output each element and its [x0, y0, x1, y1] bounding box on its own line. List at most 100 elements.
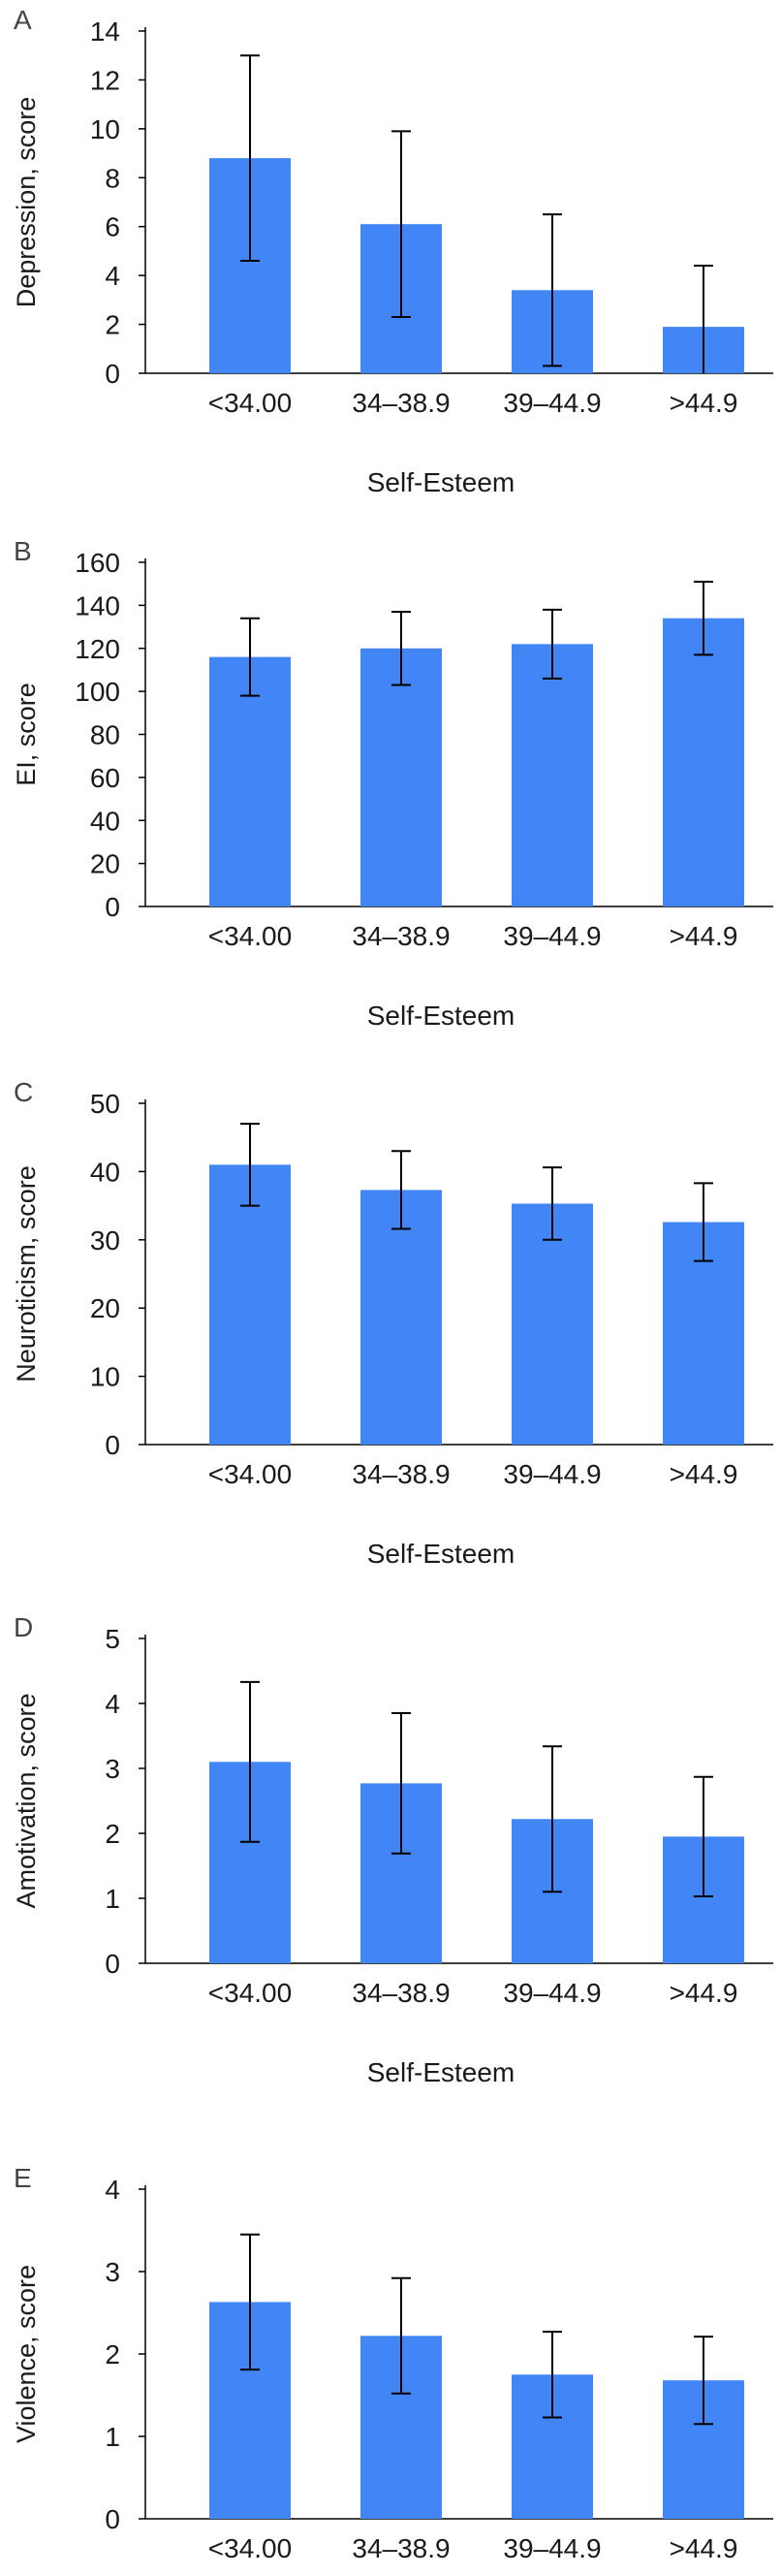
panel-label: B	[14, 536, 32, 566]
y-tick-label: 100	[75, 677, 120, 707]
y-tick-label: 8	[105, 163, 120, 193]
y-tick-label: 0	[105, 892, 120, 922]
y-tick-label: 80	[90, 720, 120, 750]
y-tick-label: 5	[105, 1624, 120, 1654]
error-bar-3	[543, 1745, 562, 1893]
x-category-label: <34.00	[208, 921, 292, 951]
x-category-label: <34.00	[208, 1978, 292, 2008]
x-axis-title: Self-Esteem	[367, 1539, 515, 1569]
y-tick-label: 120	[75, 634, 120, 664]
error-bar-2	[391, 130, 411, 319]
y-tick-label: 0	[105, 1430, 120, 1460]
y-tick-label: 40	[90, 806, 120, 836]
panel-label: D	[14, 1612, 33, 1642]
panel-label: C	[14, 1077, 33, 1107]
y-tick-label: 2	[105, 2339, 120, 2369]
error-bar-1	[240, 617, 260, 697]
y-tick-label: 60	[90, 763, 120, 793]
y-axis-title: Violence, score	[12, 2265, 41, 2443]
error-bar-4	[694, 580, 713, 656]
error-bar-3	[543, 2331, 562, 2419]
x-category-label: >44.9	[670, 2533, 738, 2563]
x-category-label: 39–44.9	[503, 921, 601, 951]
chart-panel-a: A 0 2 4 6 8 10 12 14 <34.00 34–38.9 39–44.9 >44.9 Dep…	[12, 5, 773, 497]
error-bar-1	[240, 1680, 260, 1843]
y-tick-label: 1	[105, 1884, 120, 1914]
panel-label: E	[14, 2163, 32, 2193]
bar-1	[209, 656, 291, 906]
x-category-label: <34.00	[208, 2533, 292, 2563]
y-tick-label: 30	[90, 1225, 120, 1256]
x-category-label: >44.9	[670, 388, 738, 418]
error-bar-3	[543, 608, 562, 680]
error-bar-2	[391, 2276, 411, 2395]
bar-3	[512, 1203, 593, 1445]
y-axis-title: Amotivation, score	[12, 1693, 41, 1908]
y-tick-label: 14	[90, 16, 120, 47]
error-bar-1	[240, 2233, 260, 2371]
chart-panel-d: D 0 1 2 3 4 5 <34.00 34–38.9 39–44.9 >44.9 Amotivat…	[12, 1612, 773, 2087]
bar-2	[360, 648, 442, 906]
x-category-label: <34.00	[208, 1459, 292, 1489]
x-axis-title: Self-Esteem	[367, 467, 515, 497]
x-category-label: 34–38.9	[352, 921, 450, 951]
y-tick-label: 3	[105, 1754, 120, 1784]
y-tick-label: 12	[90, 65, 120, 95]
bar-1	[209, 1164, 291, 1445]
y-tick-label: 4	[105, 261, 120, 291]
x-category-label: <34.00	[208, 388, 292, 418]
y-tick-label: 1	[105, 2422, 120, 2452]
y-tick-label: 10	[90, 114, 120, 144]
y-tick-label: 2	[105, 310, 120, 340]
y-axis-title: EI, score	[12, 683, 41, 786]
x-category-label: >44.9	[670, 921, 738, 951]
x-category-label: 39–44.9	[503, 2533, 601, 2563]
x-category-label: 39–44.9	[503, 1978, 601, 2008]
x-axis-title: Self-Esteem	[367, 1001, 515, 1031]
x-category-label: 34–38.9	[352, 2533, 450, 2563]
y-tick-label: 160	[75, 548, 120, 578]
chart-panel-c: C 0 10 20 30 40 50 <34.00 34–38.9 39–44.9 >44.9 Neu…	[12, 1077, 773, 1569]
y-tick-label: 10	[90, 1362, 120, 1392]
error-bar-4	[694, 1775, 713, 1897]
y-tick-label: 50	[90, 1089, 120, 1119]
x-category-label: 34–38.9	[352, 1459, 450, 1489]
x-category-label: 34–38.9	[352, 388, 450, 418]
y-tick-label: 0	[105, 2504, 120, 2534]
error-bar-4	[694, 2336, 713, 2426]
error-bar-2	[391, 611, 411, 686]
y-tick-label: 6	[105, 212, 120, 242]
x-category-label: 39–44.9	[503, 388, 601, 418]
bar-3	[512, 644, 593, 906]
y-tick-label: 4	[105, 2175, 120, 2205]
y-axis-title: Depression, score	[12, 97, 41, 308]
x-category-label: 34–38.9	[352, 1978, 450, 2008]
error-bar-2	[391, 1712, 411, 1855]
chart-panel-b: B 0 20 40 60 80 100 120 140 160 <34.00 34–38.9 39–44…	[12, 536, 773, 1031]
x-category-label: 39–44.9	[503, 1459, 601, 1489]
chart-panel-e: E 0 1 2 3 4 <34.00 34–38.9 39–44.9 >44.9 Violence,…	[12, 2163, 773, 2563]
y-tick-label: 2	[105, 1819, 120, 1849]
error-bar-1	[240, 1123, 260, 1207]
x-category-label: >44.9	[670, 1978, 738, 2008]
error-bar-1	[240, 54, 260, 263]
error-bar-2	[391, 1150, 411, 1230]
error-bar-4	[694, 1182, 713, 1262]
y-tick-label: 140	[75, 590, 120, 620]
y-tick-label: 20	[90, 849, 120, 879]
y-tick-label: 0	[105, 359, 120, 389]
x-axis-title: Self-Esteem	[367, 2057, 515, 2087]
y-tick-label: 4	[105, 1689, 120, 1719]
bar-2	[360, 1190, 442, 1445]
y-tick-label: 40	[90, 1157, 120, 1187]
y-axis-title: Neuroticism, score	[12, 1165, 41, 1383]
y-tick-label: 0	[105, 1949, 120, 1979]
y-tick-label: 3	[105, 2257, 120, 2287]
bar-4	[663, 618, 744, 906]
error-bar-4	[694, 265, 713, 373]
error-bar-3	[543, 1166, 562, 1241]
error-bar-3	[543, 213, 562, 367]
y-tick-label: 20	[90, 1293, 120, 1323]
x-category-label: >44.9	[670, 1459, 738, 1489]
